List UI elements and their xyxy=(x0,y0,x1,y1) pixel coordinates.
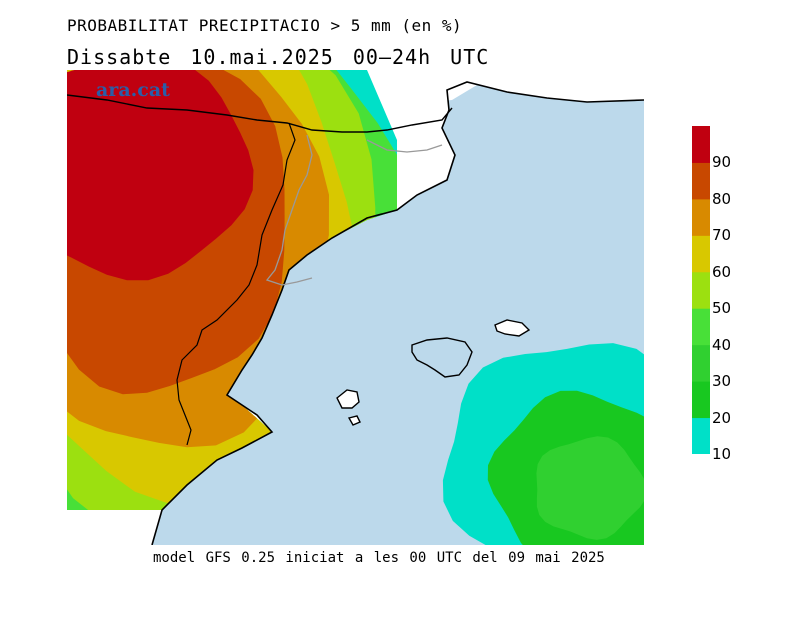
legend-tick-80: 80 xyxy=(712,189,732,208)
legend-swatch-90-100 xyxy=(692,126,710,163)
legend-tick-90: 90 xyxy=(712,153,732,172)
legend-swatch-50-60 xyxy=(692,271,710,309)
island-formentera xyxy=(347,415,361,426)
border-grey-north xyxy=(366,139,443,153)
legend-tick-50: 50 xyxy=(712,299,732,318)
legend-swatch-30-40 xyxy=(692,344,710,382)
precip-band-west-90 xyxy=(67,70,254,281)
model-run-note: model GFS 0.25 iniciat a les 00 UTC del … xyxy=(153,550,605,566)
legend-swatch-20-30 xyxy=(692,381,710,419)
legend-tick-30: 30 xyxy=(712,372,732,391)
border-regional-grey xyxy=(265,134,313,286)
land-france xyxy=(342,70,644,132)
precip-bands-east xyxy=(442,343,644,545)
legend-tick-40: 40 xyxy=(712,335,732,354)
map-subtitle-date: Dissabte 10.mai.2025 00–24h UTC xyxy=(67,45,490,69)
legend-swatch-10-20 xyxy=(692,417,710,454)
legend-colorbar xyxy=(692,126,710,454)
precip-band-east-30 xyxy=(536,436,644,540)
island-ibiza xyxy=(336,389,360,409)
legend-swatch-80-90 xyxy=(692,162,710,200)
legend-swatch-40-50 xyxy=(692,308,710,346)
coastline-iberia xyxy=(151,81,644,545)
border-aragon-catalonia xyxy=(176,122,296,446)
legend-tick-70: 70 xyxy=(712,226,732,245)
island-menorca xyxy=(494,319,531,337)
brand-logo: ara.cat xyxy=(96,79,170,101)
legend-tick-60: 60 xyxy=(712,262,732,281)
map-title: PROBABILITAT PRECIPITACIO > 5 mm (en %) xyxy=(67,16,463,35)
precipitation-probability-map xyxy=(67,70,644,545)
legend-tick-20: 20 xyxy=(712,408,732,427)
legend-swatch-70-80 xyxy=(692,198,710,236)
border-france-spain xyxy=(67,94,453,133)
legend-tick-10: 10 xyxy=(712,445,732,463)
legend-swatch-60-70 xyxy=(692,235,710,273)
island-mallorca xyxy=(411,337,473,378)
